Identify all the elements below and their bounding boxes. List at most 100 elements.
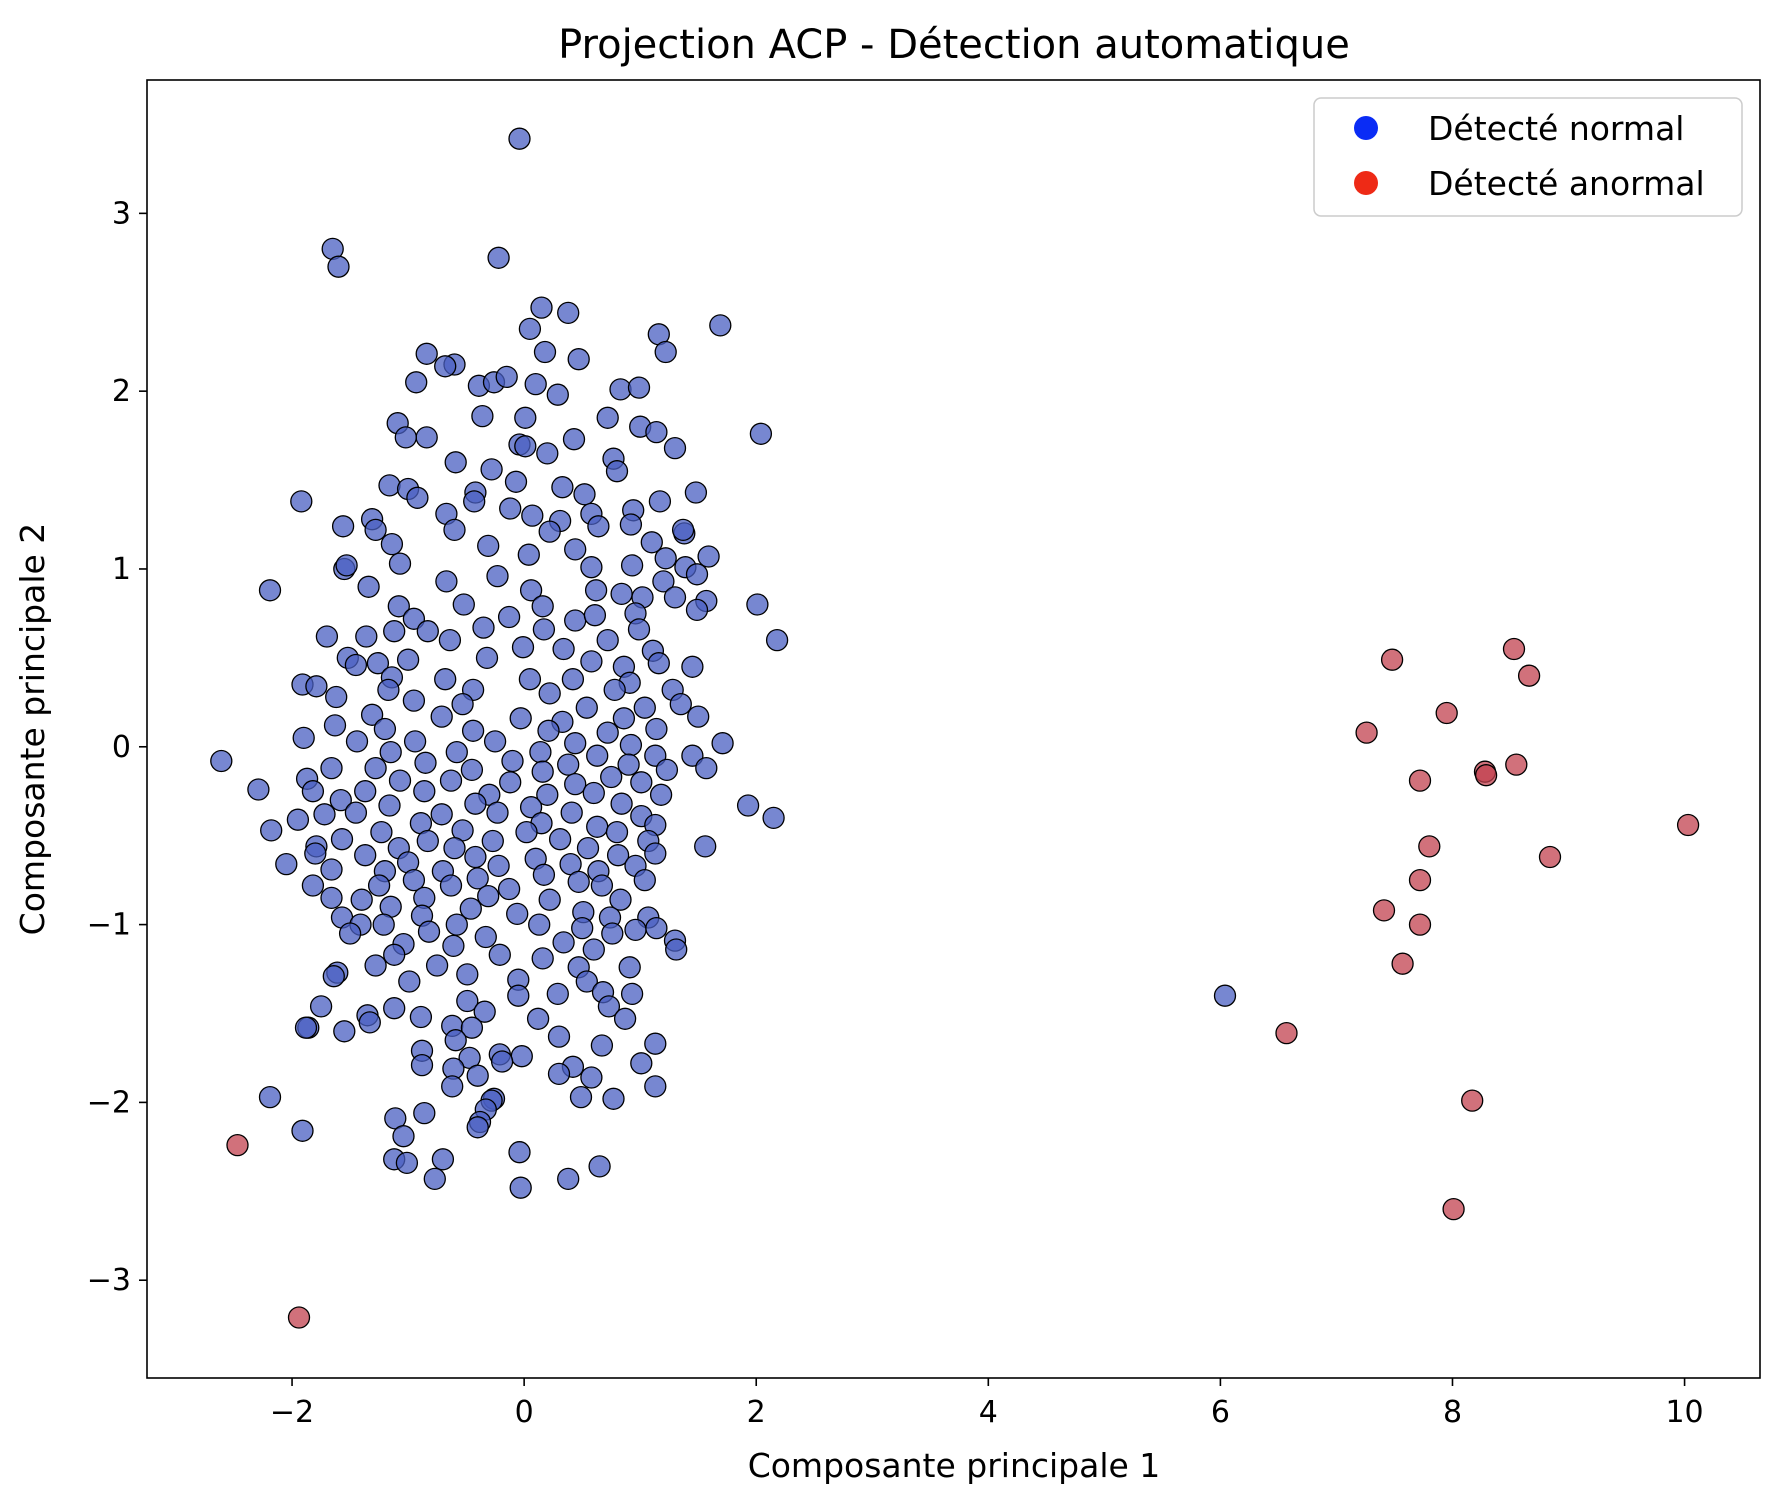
data-point-normal: [564, 538, 587, 561]
data-point-normal: [596, 628, 619, 652]
data-point-normal: [435, 570, 458, 593]
data-point-anormal: [1391, 952, 1414, 975]
data-point-anormal: [1502, 637, 1526, 661]
x-tick-label: 0: [515, 1395, 534, 1430]
data-point-normal: [590, 1034, 614, 1057]
data-point-normal: [329, 788, 352, 812]
legend: Détecté normal Détecté anormal: [1313, 97, 1743, 217]
data-point-normal: [645, 916, 668, 940]
data-point-normal: [417, 920, 441, 943]
legend-label-anormal: Détecté anormal: [1428, 164, 1705, 203]
y-tick-label: −2: [87, 1085, 131, 1120]
data-point-normal: [405, 371, 428, 394]
data-point-normal: [383, 943, 406, 966]
data-point-normal: [669, 692, 692, 716]
data-point-normal: [378, 794, 401, 817]
data-point-normal: [569, 1085, 593, 1109]
data-point-normal: [618, 956, 641, 979]
data-point-normal: [379, 740, 402, 764]
data-point-normal: [687, 705, 710, 728]
data-point-normal: [633, 696, 656, 719]
data-point-normal: [377, 678, 400, 702]
data-point-normal: [444, 451, 467, 474]
data-point-normal: [456, 989, 479, 1013]
data-point-normal: [588, 1155, 611, 1178]
data-point-normal: [358, 1011, 381, 1034]
data-point-normal: [610, 792, 633, 815]
data-point-normal: [511, 636, 535, 659]
data-point-normal: [335, 554, 358, 577]
data-point-normal: [605, 820, 629, 844]
data-point-normal: [403, 730, 427, 753]
data-point-normal: [590, 874, 614, 897]
data-point-normal: [557, 301, 580, 325]
points-layer: [210, 127, 1700, 1329]
data-point-anormal: [1408, 769, 1432, 792]
data-point-anormal: [287, 1306, 311, 1329]
data-point-normal: [633, 868, 656, 892]
data-point-normal: [486, 801, 509, 824]
data-point-normal: [402, 607, 426, 630]
data-point-normal: [533, 340, 557, 364]
data-point-normal: [630, 1052, 653, 1075]
data-point-normal: [452, 593, 475, 616]
data-point-normal: [301, 874, 325, 897]
legend-marker-anormal: [1354, 171, 1378, 195]
data-point-normal: [509, 707, 532, 730]
data-point-normal: [547, 1062, 571, 1086]
data-point-normal: [439, 769, 463, 792]
data-point-normal: [413, 1101, 436, 1125]
data-point-normal: [466, 1064, 489, 1087]
data-point-normal: [567, 348, 590, 371]
data-point-normal: [464, 845, 487, 869]
data-point-normal: [506, 902, 529, 926]
data-point-normal: [655, 758, 679, 782]
legend-box: [1313, 97, 1743, 217]
data-point-normal: [463, 490, 486, 513]
data-point-normal: [538, 888, 561, 911]
data-point-normal: [557, 753, 580, 776]
data-point-normal: [392, 1125, 415, 1148]
data-point-normal: [619, 733, 643, 757]
data-point-normal: [442, 934, 465, 958]
data-point-normal: [394, 426, 417, 449]
data-point-normal: [456, 963, 479, 986]
data-point-normal: [510, 1045, 533, 1068]
data-point-normal: [320, 756, 343, 780]
data-point-normal: [519, 579, 543, 602]
data-point-normal: [562, 428, 586, 451]
data-point-normal: [684, 481, 708, 504]
data-point-anormal: [1355, 721, 1378, 744]
data-point-normal: [416, 829, 439, 853]
data-point-anormal: [1517, 664, 1541, 687]
data-point-normal: [383, 620, 406, 643]
data-point-normal: [515, 820, 538, 844]
data-point-normal: [360, 703, 384, 726]
data-point-normal: [495, 365, 518, 389]
data-point-normal: [481, 829, 504, 853]
legend-marker-normal: [1354, 116, 1378, 140]
data-point-normal: [564, 772, 587, 796]
data-point-normal: [483, 730, 507, 753]
data-point-normal: [602, 1087, 625, 1110]
data-point-normal: [546, 383, 569, 406]
x-tick-label: 6: [1211, 1395, 1230, 1430]
data-point-normal: [344, 801, 368, 824]
data-point-normal: [532, 618, 556, 641]
data-point-normal: [571, 916, 594, 940]
data-point-normal: [508, 1141, 531, 1164]
data-point-normal: [290, 490, 313, 513]
data-point-normal: [475, 646, 499, 670]
data-point-normal: [323, 714, 347, 737]
data-point-normal: [415, 342, 438, 365]
data-point-normal: [514, 435, 537, 458]
data-point-normal: [620, 554, 644, 577]
data-point-normal: [627, 618, 651, 641]
data-point-normal: [364, 518, 387, 542]
y-tick-label: 1: [112, 552, 131, 587]
data-point-anormal: [1474, 764, 1498, 787]
data-point-normal: [652, 570, 675, 593]
data-point-normal: [630, 771, 653, 794]
data-point-normal: [538, 682, 561, 705]
data-point-normal: [210, 749, 233, 773]
